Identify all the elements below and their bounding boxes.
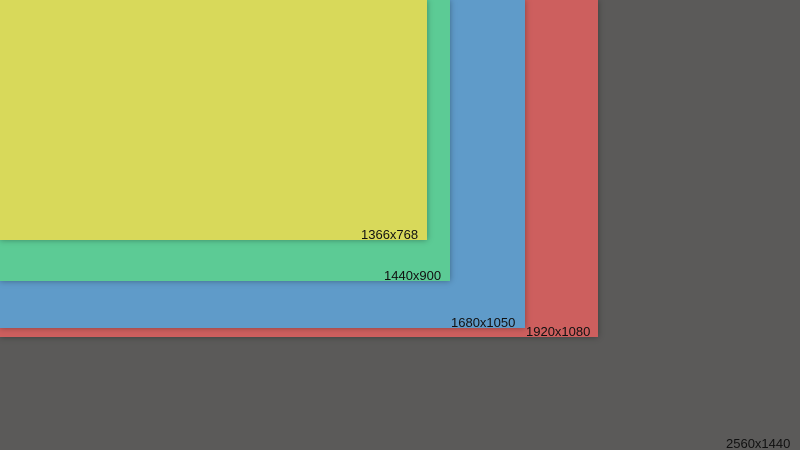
label-1680x1050: 1680x1050 [451,315,516,330]
label-2560x1440: 2560x1440 [726,436,791,450]
label-1920x1080: 1920x1080 [526,324,591,339]
zone-1366x768 [0,0,427,240]
label-1440x900: 1440x900 [384,268,442,283]
label-1366x768: 1366x768 [361,227,419,242]
